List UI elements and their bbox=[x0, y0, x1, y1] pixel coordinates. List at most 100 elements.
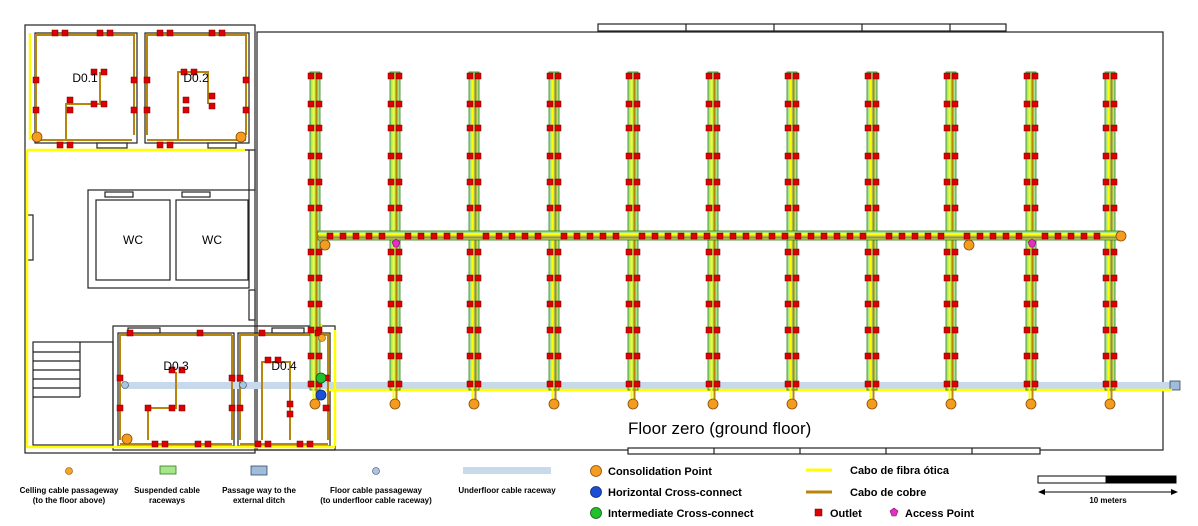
outlet bbox=[951, 300, 959, 308]
consolidation-point bbox=[235, 131, 247, 143]
outlet bbox=[208, 102, 216, 110]
copper-cabling-offices bbox=[35, 34, 329, 445]
outlet bbox=[713, 326, 721, 334]
outlet bbox=[633, 124, 641, 132]
outlet bbox=[1031, 152, 1039, 160]
outlet bbox=[1031, 352, 1039, 360]
outlet bbox=[1023, 100, 1031, 108]
outlet bbox=[1110, 72, 1118, 80]
outlet bbox=[443, 232, 451, 240]
legend-fiber-label: Cabo de fibra ótica bbox=[850, 465, 950, 477]
outlet bbox=[820, 232, 828, 240]
outlet bbox=[430, 232, 438, 240]
access-point bbox=[391, 238, 401, 248]
outlet bbox=[625, 300, 633, 308]
outlet bbox=[976, 232, 984, 240]
outlet bbox=[395, 300, 403, 308]
outlet bbox=[784, 100, 792, 108]
outlet bbox=[307, 100, 315, 108]
outlet bbox=[1110, 274, 1118, 282]
outlet bbox=[474, 72, 482, 80]
outlet bbox=[395, 204, 403, 212]
outlet bbox=[1023, 352, 1031, 360]
outlet bbox=[951, 326, 959, 334]
outlet bbox=[713, 124, 721, 132]
legend-copper-label: Cabo de cobre bbox=[850, 487, 926, 499]
outlet bbox=[482, 232, 490, 240]
outlet bbox=[387, 248, 395, 256]
outlet bbox=[1110, 204, 1118, 212]
outlet bbox=[546, 124, 554, 132]
outlet bbox=[466, 380, 474, 388]
outlet bbox=[864, 72, 872, 80]
outlet bbox=[784, 72, 792, 80]
outlet bbox=[943, 352, 951, 360]
outlet bbox=[274, 356, 282, 364]
outlet bbox=[130, 106, 138, 114]
outlet bbox=[180, 68, 188, 76]
legend-access-point-icon bbox=[889, 507, 899, 517]
outlet bbox=[625, 204, 633, 212]
outlet bbox=[864, 152, 872, 160]
points bbox=[31, 131, 1127, 445]
outlet bbox=[326, 232, 334, 240]
outlet bbox=[466, 178, 474, 186]
outlet bbox=[404, 232, 412, 240]
outlet bbox=[864, 274, 872, 282]
outlet bbox=[1102, 248, 1110, 256]
outlet bbox=[713, 274, 721, 282]
outlet bbox=[1023, 204, 1031, 212]
outlet bbox=[1023, 72, 1031, 80]
outlet bbox=[951, 100, 959, 108]
outlet bbox=[521, 232, 529, 240]
consolidation-point bbox=[1115, 230, 1127, 242]
outlet bbox=[156, 141, 164, 149]
outlet bbox=[395, 124, 403, 132]
outlet bbox=[546, 248, 554, 256]
outlet bbox=[178, 366, 186, 374]
legend-access-point-label: Access Point bbox=[905, 508, 974, 520]
legend-ceiling-passage-icon bbox=[65, 467, 73, 475]
outlet bbox=[705, 300, 713, 308]
outlet bbox=[228, 374, 236, 382]
outlet bbox=[395, 178, 403, 186]
outlet bbox=[151, 440, 159, 448]
floor-passage bbox=[121, 381, 129, 389]
outlet bbox=[554, 300, 562, 308]
outlet bbox=[286, 400, 294, 408]
outlet bbox=[951, 178, 959, 186]
outlet bbox=[32, 76, 40, 84]
outlet bbox=[495, 232, 503, 240]
outlet bbox=[911, 232, 919, 240]
outlet bbox=[143, 76, 151, 84]
outlet bbox=[713, 100, 721, 108]
outlet bbox=[1002, 232, 1010, 240]
outlet bbox=[307, 204, 315, 212]
access-point bbox=[1027, 238, 1037, 248]
outlet bbox=[387, 300, 395, 308]
outlet bbox=[713, 380, 721, 388]
outlet bbox=[554, 274, 562, 282]
outlet bbox=[633, 100, 641, 108]
outlet bbox=[898, 232, 906, 240]
room-label-d02: D0.2 bbox=[183, 71, 209, 85]
outlet bbox=[56, 141, 64, 149]
outlet bbox=[864, 124, 872, 132]
outlet bbox=[705, 100, 713, 108]
outlet bbox=[1031, 100, 1039, 108]
outlet bbox=[872, 300, 880, 308]
outlet bbox=[784, 380, 792, 388]
outlet bbox=[546, 352, 554, 360]
outlet bbox=[705, 72, 713, 80]
outlet bbox=[784, 326, 792, 334]
outlet bbox=[387, 100, 395, 108]
outlet bbox=[1031, 72, 1039, 80]
outlet bbox=[633, 248, 641, 256]
window-top bbox=[597, 23, 1007, 32]
outlet bbox=[1023, 152, 1031, 160]
legend-horizontal-cc-label: Horizontal Cross-connect bbox=[608, 487, 742, 499]
outlet bbox=[625, 72, 633, 80]
outlet bbox=[664, 232, 672, 240]
outlet bbox=[989, 232, 997, 240]
outlet bbox=[560, 232, 568, 240]
